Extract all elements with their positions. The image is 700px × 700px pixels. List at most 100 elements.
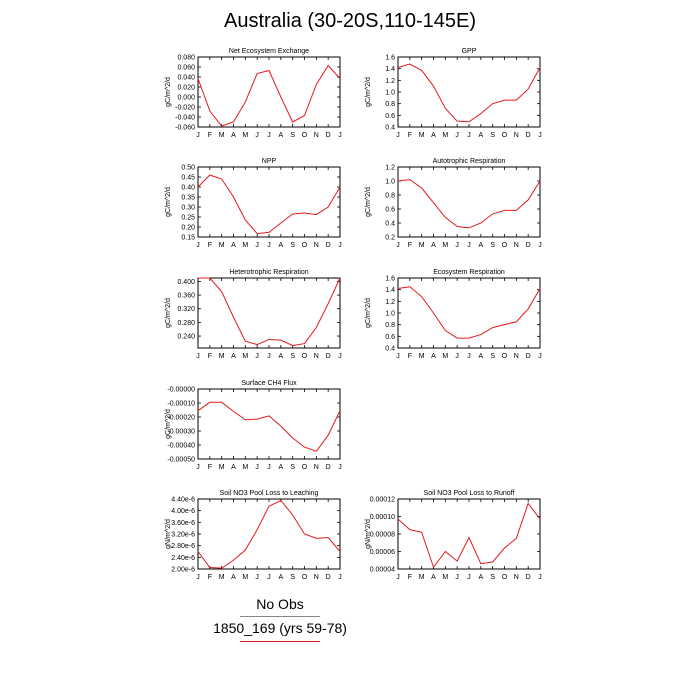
y-tick-label: 0.00010	[370, 514, 395, 521]
x-tick-label: J	[467, 353, 471, 360]
y-tick-label: 0.00006	[370, 549, 395, 556]
y-tick-label: 0.40	[181, 185, 195, 192]
y-tick-label: 0.400	[177, 279, 195, 286]
x-tick-label: D	[526, 132, 531, 139]
x-tick-label: N	[514, 132, 519, 139]
x-tick-label: A	[431, 574, 436, 581]
y-tick-label: 0.060	[177, 65, 195, 72]
x-tick-label: M	[242, 242, 248, 249]
y-tick-label: 0.8	[385, 322, 395, 329]
x-tick-label: S	[290, 132, 295, 139]
x-tick-label: J	[267, 132, 271, 139]
series-line	[397, 502, 541, 569]
x-tick-label: A	[431, 353, 436, 360]
x-tick-label: O	[302, 353, 308, 360]
y-tick-label: 0.8	[385, 101, 395, 108]
x-tick-label: M	[419, 242, 425, 249]
y-tick-label: 1.6	[385, 55, 395, 62]
y-tick-label: -0.040	[175, 115, 195, 122]
y-tick-label: 0.4	[385, 221, 395, 228]
plot-title: Soil NO3 Pool Loss to Runoff	[424, 490, 515, 497]
x-tick-label: J	[267, 464, 271, 471]
x-tick-label: J	[267, 242, 271, 249]
x-tick-label: J	[396, 574, 400, 581]
y-tick-label: 0.6	[385, 334, 395, 341]
plot-title: GPP	[462, 48, 477, 55]
x-tick-label: J	[196, 464, 200, 471]
x-tick-label: J	[455, 132, 459, 139]
x-tick-label: D	[326, 242, 331, 249]
y-tick-label: 0.020	[177, 85, 195, 92]
y-tick-label: 0.4	[385, 346, 395, 353]
x-tick-label: A	[231, 574, 236, 581]
x-tick-label: J	[267, 574, 271, 581]
y-tick-label: -0.00040	[167, 443, 195, 450]
y-tick-label: 0.240	[177, 334, 195, 341]
x-tick-label: M	[419, 353, 425, 360]
y-axis-label: gC/m^2/d	[165, 409, 172, 439]
x-tick-label: J	[255, 353, 259, 360]
x-tick-label: O	[502, 242, 508, 249]
series-line	[197, 499, 341, 569]
x-tick-label: N	[514, 353, 519, 360]
x-tick-label: S	[490, 242, 495, 249]
x-tick-label: M	[242, 464, 248, 471]
x-tick-label: A	[278, 464, 283, 471]
y-axis-label: gC/m^2/d	[365, 187, 372, 217]
x-tick-label: D	[526, 574, 531, 581]
y-tick-label: 0.00004	[370, 567, 395, 574]
plot-title: NPP	[262, 158, 277, 165]
y-tick-label: 1.2	[385, 299, 395, 306]
x-tick-label: M	[442, 574, 448, 581]
x-tick-label: J	[538, 242, 542, 249]
x-tick-label: J	[196, 574, 200, 581]
y-tick-label: 0.2	[385, 235, 395, 242]
x-tick-label: J	[255, 132, 259, 139]
x-tick-label: O	[302, 464, 308, 471]
y-tick-label: 1.2	[385, 165, 395, 172]
x-tick-label: F	[208, 353, 212, 360]
x-tick-label: D	[326, 464, 331, 471]
y-tick-label: 0.00008	[370, 532, 395, 539]
y-tick-label: 2.80e-6	[171, 543, 195, 550]
y-tick-label: 0.080	[177, 55, 195, 62]
y-tick-label: -0.00050	[167, 457, 195, 464]
x-tick-label: D	[526, 242, 531, 249]
x-tick-label: J	[396, 132, 400, 139]
x-tick-label: F	[208, 464, 212, 471]
figure-title: Australia (30-20S,110-145E)	[224, 10, 476, 32]
y-tick-label: -0.00030	[167, 429, 195, 436]
y-tick-label: -0.00020	[167, 415, 195, 422]
x-tick-label: A	[478, 132, 483, 139]
x-tick-label: A	[478, 574, 483, 581]
plot-title: Heterotrophic Respiration	[229, 269, 308, 276]
plot-title: Ecosystem Respiration	[433, 269, 505, 276]
x-tick-label: F	[208, 574, 212, 581]
x-tick-label: N	[314, 464, 319, 471]
x-tick-label: N	[514, 242, 519, 249]
series-line	[397, 63, 541, 123]
x-tick-label: J	[538, 132, 542, 139]
y-tick-label: 1.4	[385, 66, 395, 73]
x-tick-label: J	[267, 353, 271, 360]
x-tick-label: S	[490, 353, 495, 360]
y-tick-label: 0.360	[177, 293, 195, 300]
y-tick-label: 0.4	[385, 125, 395, 132]
y-tick-label: 3.60e-6	[171, 520, 195, 527]
y-axis-label: gN/m^2/d	[365, 519, 372, 549]
x-tick-label: A	[431, 132, 436, 139]
y-tick-label: 1.0	[385, 90, 395, 97]
series-line	[197, 174, 341, 235]
x-tick-label: N	[514, 574, 519, 581]
x-tick-label: O	[502, 132, 508, 139]
x-tick-label: J	[338, 464, 342, 471]
x-tick-label: J	[338, 574, 342, 581]
x-tick-label: F	[208, 242, 212, 249]
x-tick-label: A	[278, 574, 283, 581]
x-tick-label: M	[242, 353, 248, 360]
y-tick-label: 1.6	[385, 276, 395, 283]
x-tick-label: F	[208, 132, 212, 139]
y-tick-label: 0.30	[181, 205, 195, 212]
series-line	[197, 401, 341, 452]
x-tick-label: M	[242, 574, 248, 581]
